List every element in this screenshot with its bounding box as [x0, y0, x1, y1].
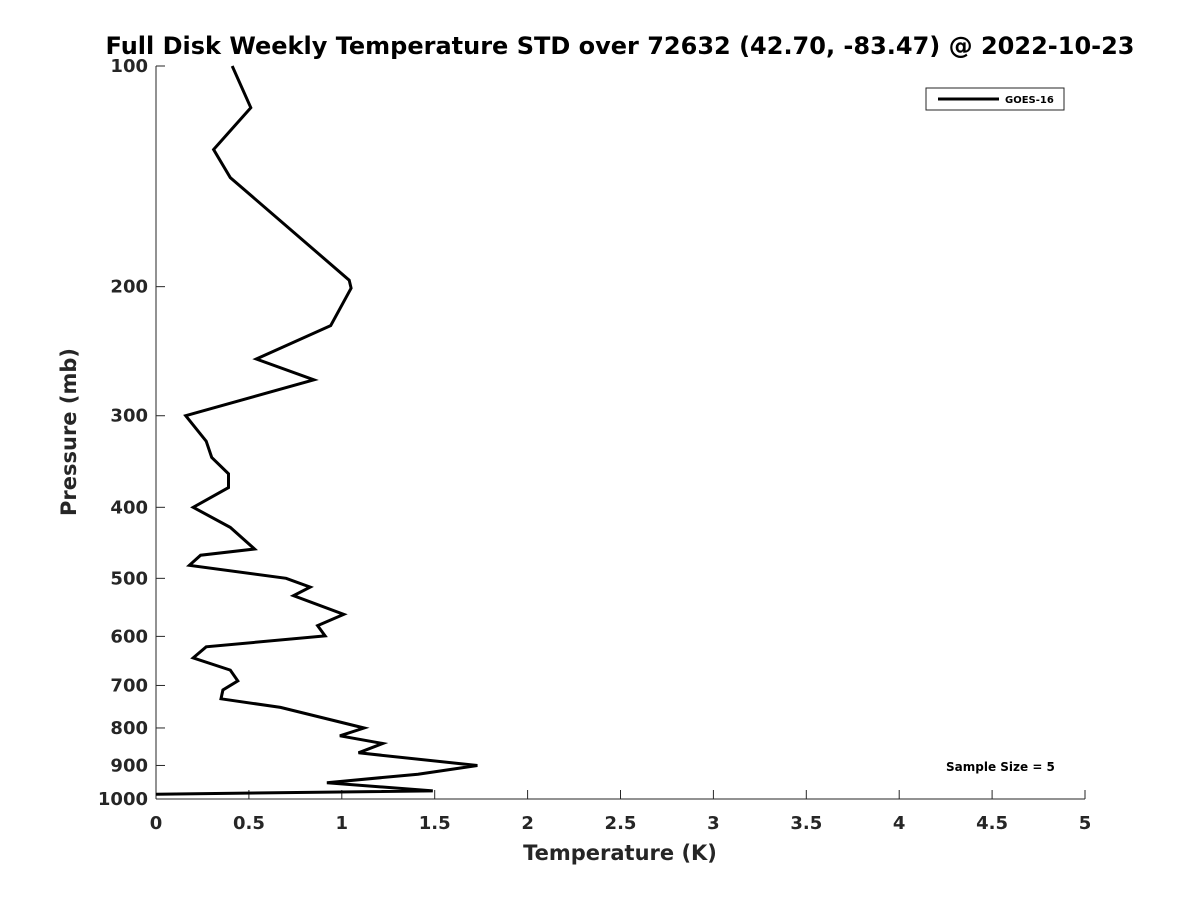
legend-entry: GOES-16 — [1005, 95, 1054, 106]
y-axis-ticks: 100 200 300 400 500 600 700 800 900 1000 — [98, 56, 165, 810]
y-tick-label: 300 — [110, 406, 148, 427]
x-axis-ticks: 0 0.5 1 1.5 2 2.5 3 3.5 4 4.5 5 — [150, 790, 1092, 834]
x-tick-label: 3.5 — [790, 813, 822, 834]
x-tick-label: 2 — [521, 813, 534, 834]
x-tick-label: 3 — [707, 813, 720, 834]
sample-size-annotation: Sample Size = 5 — [946, 760, 1055, 774]
legend: GOES-16 — [925, 87, 1065, 111]
x-tick-label: 4.5 — [976, 813, 1008, 834]
x-axis-label: Temperature (K) — [523, 841, 717, 865]
series-line-goes16 — [155, 65, 478, 796]
y-tick-label: 400 — [110, 497, 148, 518]
y-tick-label: 500 — [110, 568, 148, 589]
y-tick-label: 800 — [110, 718, 148, 739]
y-tick-label: 600 — [110, 626, 148, 647]
x-tick-label: 0 — [150, 813, 163, 834]
x-tick-label: 0.5 — [233, 813, 265, 834]
y-tick-label: 100 — [110, 56, 148, 77]
x-tick-label: 1.5 — [419, 813, 451, 834]
x-tick-label: 2.5 — [605, 813, 637, 834]
y-tick-label: 1000 — [98, 789, 148, 810]
x-tick-label: 5 — [1079, 813, 1092, 834]
y-tick-label: 900 — [110, 755, 148, 776]
chart-title: Full Disk Weekly Temperature STD over 72… — [106, 32, 1135, 60]
y-axis-label: Pressure (mb) — [57, 348, 81, 516]
x-tick-label: 4 — [893, 813, 906, 834]
y-tick-label: 200 — [110, 277, 148, 298]
x-tick-label: 1 — [336, 813, 349, 834]
y-tick-label: 700 — [110, 675, 148, 696]
